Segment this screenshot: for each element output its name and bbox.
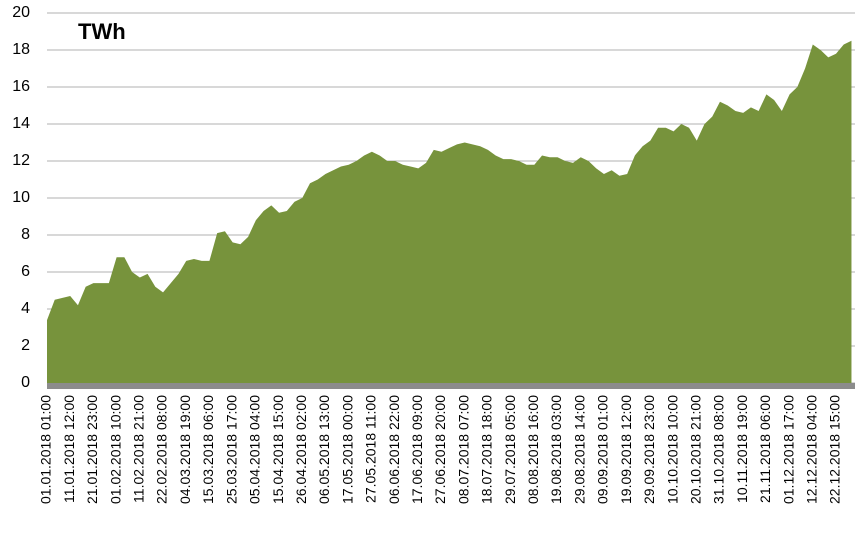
x-tick-label: 06.05.2018 13:00 xyxy=(316,395,332,504)
chart-title: TWh xyxy=(78,19,126,44)
y-tick-label: 0 xyxy=(21,374,30,391)
y-tick-label: 10 xyxy=(12,189,30,206)
x-tick-label: 25.03.2018 17:00 xyxy=(223,395,239,504)
area xyxy=(47,40,852,383)
x-tick-label: 22.12.2018 15:00 xyxy=(827,395,843,504)
axis-floor xyxy=(47,383,855,389)
x-tick-label: 08.08.2018 16:00 xyxy=(525,395,541,504)
x-tick-label: 01.02.2018 10:00 xyxy=(107,395,123,504)
x-tick-label: 10.10.2018 10:00 xyxy=(664,395,680,504)
x-tick-label: 05.04.2018 04:00 xyxy=(247,395,263,504)
x-tick-label: 06.06.2018 22:00 xyxy=(386,395,402,504)
x-tick-label: 17.05.2018 00:00 xyxy=(339,395,355,504)
x-tick-label: 29.09.2018 23:00 xyxy=(641,395,657,504)
x-tick-label: 22.02.2018 08:00 xyxy=(154,395,170,504)
x-tick-label: 27.05.2018 11:00 xyxy=(363,395,379,503)
x-tick-label: 27.06.2018 20:00 xyxy=(432,395,448,504)
x-tick-label: 04.03.2018 19:00 xyxy=(177,395,193,504)
y-tick-label: 12 xyxy=(12,152,30,169)
y-tick-label: 20 xyxy=(12,4,30,21)
x-tick-label: 19.08.2018 03:00 xyxy=(548,395,564,504)
x-tick-label: 10.11.2018 19:00 xyxy=(734,395,750,503)
y-tick-label: 4 xyxy=(21,300,30,317)
x-tick-label: 12.12.2018 04:00 xyxy=(803,395,819,504)
x-tick-label: 21.01.2018 23:00 xyxy=(84,395,100,504)
y-tick-label: 8 xyxy=(21,226,30,243)
x-tick-label: 09.09.2018 01:00 xyxy=(595,395,611,504)
x-tick-label: 29.08.2018 14:00 xyxy=(571,395,587,504)
x-tick-label: 21.11.2018 06:00 xyxy=(757,395,773,503)
x-tick-label: 08.07.2018 07:00 xyxy=(455,395,471,504)
x-tick-label: 15.03.2018 06:00 xyxy=(200,395,216,504)
x-tick-label: 19.09.2018 12:00 xyxy=(618,395,634,504)
x-tick-label: 20.10.2018 21:00 xyxy=(687,395,703,504)
y-tick-label: 16 xyxy=(12,78,30,95)
x-tick-label: 01.01.2018 01:00 xyxy=(38,395,54,504)
x-tick-label: 15.04.2018 15:00 xyxy=(270,395,286,504)
x-tick-label: 01.12.2018 17:00 xyxy=(780,395,796,504)
x-tick-label: 11.02.2018 21:00 xyxy=(131,395,147,503)
axes: 0 2 4 6 8 10 12 14 16 18 20 01.01.2018 01:00 11.01.2… xyxy=(12,4,843,504)
y-tick-label: 2 xyxy=(21,337,30,354)
x-tick-label: 18.07.2018 18:00 xyxy=(479,395,495,504)
y-tick-label: 18 xyxy=(12,41,30,58)
x-tick-label: 29.07.2018 05:00 xyxy=(502,395,518,504)
x-tick-label: 26.04.2018 02:00 xyxy=(293,395,309,504)
x-tick-label: 31.10.2018 08:00 xyxy=(711,395,727,504)
y-tick-label: 14 xyxy=(12,115,30,132)
y-tick-label: 6 xyxy=(21,263,30,280)
plot-area xyxy=(47,40,852,383)
x-tick-label: 11.01.2018 12:00 xyxy=(61,395,77,503)
x-tick-label: 17.06.2018 09:00 xyxy=(409,395,425,504)
